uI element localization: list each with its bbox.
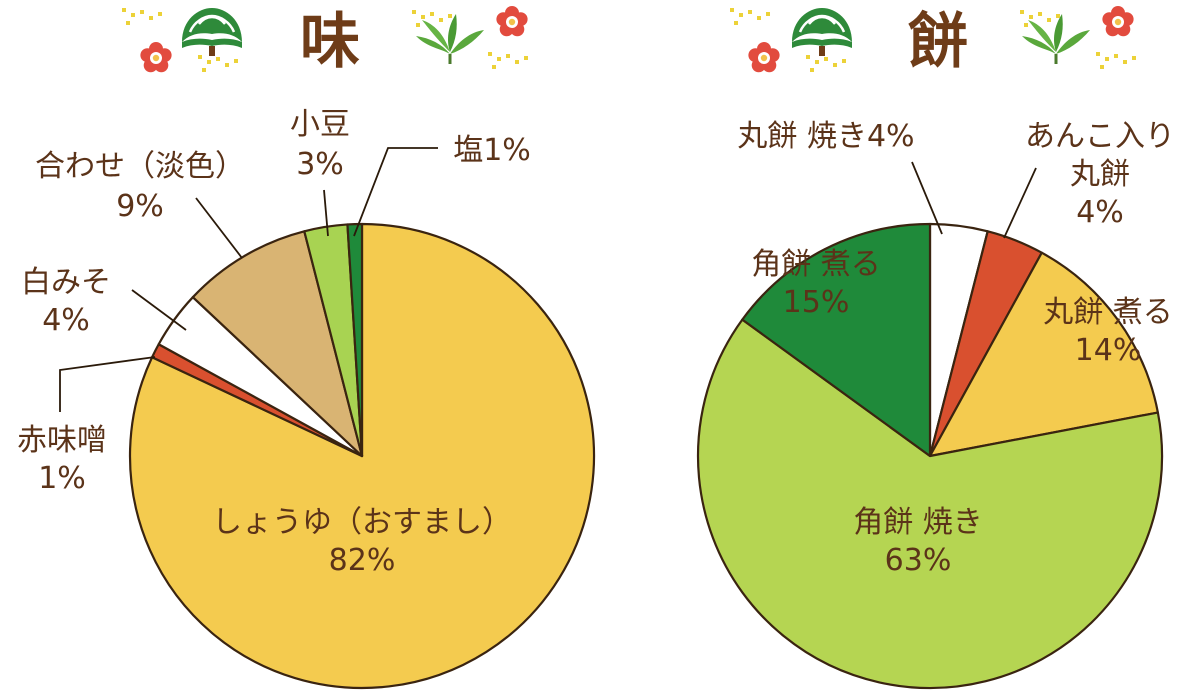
slice-label-line: 小豆 <box>290 107 350 142</box>
gold-dots-icon <box>122 8 162 25</box>
leader-line-white-miso <box>131 289 187 331</box>
pie-slice-square-grilled <box>696 318 1164 690</box>
leader-line-anko-round <box>1003 167 1037 239</box>
pine-icon <box>180 6 244 58</box>
slice-label-mixed: 合わせ（淡色） 9% <box>35 149 245 224</box>
chart2-title: 餅 <box>908 7 968 77</box>
slice-labels: しょうゆ（おすまし） 82%赤味噌 1%白みそ 4%合わせ（淡色） 9%小豆 3% 塩1% 丸… <box>17 107 1175 578</box>
slice-label-line: 角餅 煮る <box>751 247 881 282</box>
leader-line-red-miso <box>59 356 156 412</box>
pie-chart-flavor <box>128 222 596 690</box>
slice-label-line: しょうゆ（おすまし） <box>212 505 512 540</box>
pie-slice-mixed <box>191 230 364 458</box>
pie-slice-square-boiled <box>741 222 932 458</box>
pie-slice-round-boiled <box>928 251 1159 458</box>
bamboo-icon <box>1020 12 1092 66</box>
bamboo-icon <box>414 12 486 66</box>
leader-line-adzuki <box>323 189 329 237</box>
leader-line-salt <box>353 147 438 237</box>
slice-label-line: 丸餅 <box>1070 157 1130 192</box>
slice-label-line: 合わせ（淡色） <box>35 149 245 184</box>
slice-label-round-grilled: 丸餅 焼き4% <box>737 119 914 154</box>
chart1-header: 味 <box>122 6 528 77</box>
leader-line-round-grilled <box>911 161 943 235</box>
pie-slice-salt <box>346 222 364 458</box>
plum-blossom-icon <box>496 6 528 37</box>
slice-label-adzuki: 小豆 3% <box>290 107 350 182</box>
gold-dots-icon <box>488 52 528 69</box>
chart2-header: 餅 <box>730 6 1136 77</box>
gold-dots-icon <box>806 55 846 72</box>
plum-blossom-icon <box>748 42 780 73</box>
slice-label-line: 14% <box>1075 333 1142 368</box>
leader-lines <box>59 147 1037 412</box>
slice-label-line: 82% <box>329 543 396 578</box>
gold-dots-icon <box>1096 52 1136 69</box>
slice-label-soy: しょうゆ（おすまし） 82% <box>212 505 512 578</box>
slice-label-square-boiled: 角餅 煮る 15% <box>751 247 881 320</box>
slice-label-red-miso: 赤味噌 1% <box>17 423 107 496</box>
slice-label-line: あんこ入り <box>1025 119 1175 154</box>
slice-label-line: 63% <box>885 543 952 578</box>
pie-chart-mochi <box>696 222 1164 690</box>
gold-dots-icon <box>412 10 452 27</box>
slice-label-line: 3% <box>296 147 344 182</box>
leader-line-mixed <box>195 197 243 259</box>
slice-label-line: 4% <box>1076 195 1124 230</box>
slice-label-line: 塩1% <box>453 133 531 168</box>
slice-label-line: 4% <box>42 303 90 338</box>
slice-label-round-boiled: 丸餅 煮る 14% <box>1043 295 1173 368</box>
plum-blossom-icon <box>1102 6 1134 37</box>
slice-label-line: 9% <box>116 189 164 224</box>
slice-label-line: 丸餅 煮る <box>1043 295 1173 330</box>
slice-label-line: 角餅 焼き <box>853 505 983 540</box>
pine-icon <box>790 6 854 58</box>
slice-label-line: 赤味噌 <box>17 423 107 458</box>
gold-dots-icon <box>730 8 770 25</box>
plum-blossom-icon <box>140 42 172 73</box>
slice-label-line: 丸餅 焼き4% <box>737 119 914 154</box>
slice-label-anko-round: あんこ入り丸餅 4% <box>1025 119 1175 230</box>
slice-label-square-grilled: 角餅 焼き 63% <box>853 505 983 578</box>
gold-dots-icon <box>1020 10 1060 27</box>
chart1-title: 味 <box>300 7 360 77</box>
slice-label-white-miso: 白みそ 4% <box>21 265 111 338</box>
slice-label-salt: 塩1% <box>453 133 531 168</box>
slice-label-line: 1% <box>38 461 86 496</box>
gold-dots-icon <box>198 55 238 72</box>
slice-label-line: 白みそ <box>21 265 111 300</box>
slice-label-line: 15% <box>783 285 850 320</box>
